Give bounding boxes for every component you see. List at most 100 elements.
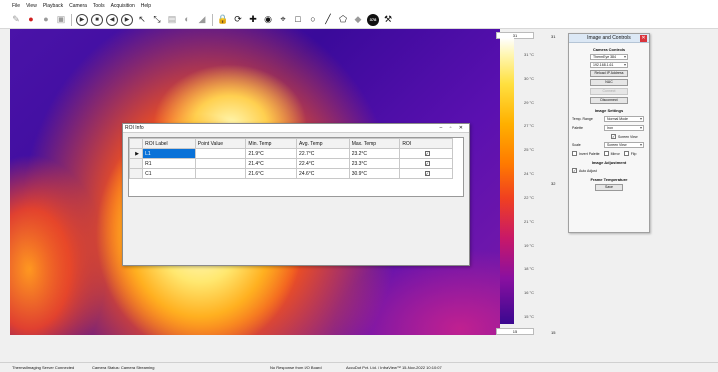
max-temp-cell: 23.2°C	[349, 149, 400, 159]
row-selector[interactable]	[130, 169, 143, 179]
lock-icon[interactable]: 🔒	[217, 14, 229, 26]
invert-palette-checkbox[interactable]	[572, 151, 577, 156]
temp-range-row: Temp. Range Normal Mode	[569, 116, 649, 122]
play-icon[interactable]: ▶	[76, 14, 88, 26]
flip-label: Flip	[631, 152, 637, 156]
tools-icon[interactable]: ⚒	[382, 14, 394, 26]
copyright-info: AccuDot Pvt. Ltd. / InfraView™ 15-Nov-20…	[346, 363, 442, 372]
reload-ip-button[interactable]: Reload IP Address	[590, 70, 628, 77]
camera-model-select[interactable]: ThermEye 384	[590, 54, 628, 60]
forward-icon[interactable]: ▶	[121, 14, 133, 26]
roi-info-titlebar[interactable]: ROI Info – ▫ ✕	[123, 124, 469, 133]
colorbar-tick-label: 22 °C	[524, 195, 534, 200]
row-header-corner	[130, 139, 143, 149]
colorbar-min-field[interactable]: 15	[496, 328, 534, 335]
move-icon[interactable]: ✚	[247, 14, 259, 26]
menu-camera[interactable]: Camera	[69, 3, 87, 9]
temperature-badge-icon[interactable]: 378	[367, 14, 379, 26]
histogram-icon[interactable]: ◢	[196, 14, 208, 26]
record-icon[interactable]: ●	[25, 14, 37, 26]
camera-status: Camera Status: Camera Streaming	[92, 363, 154, 372]
panel-title: Image and Controls ✕	[569, 34, 649, 43]
polygon-roi-icon[interactable]: ⬠	[337, 14, 349, 26]
snapshot-icon[interactable]: ▣	[55, 14, 67, 26]
menu-bar: File View Playback Camera Tools Acquisit…	[0, 0, 718, 11]
point-value-cell[interactable]	[195, 159, 246, 169]
status-bar: ThermalImaging Server Connected Camera S…	[0, 362, 718, 372]
col-roi[interactable]: ROI	[400, 139, 453, 149]
panel-title-text: Image and Controls	[587, 35, 631, 41]
stop-icon[interactable]: ■	[91, 14, 103, 26]
roi-table: ROI Label Point Value Min. Temp Avg. Tem…	[129, 138, 453, 179]
connect-button[interactable]: Connect	[590, 88, 628, 95]
image-icon[interactable]: ▤	[166, 14, 178, 26]
crosshair-icon[interactable]: ⌖	[277, 14, 289, 26]
diamond-icon[interactable]: ◆	[352, 14, 364, 26]
table-row[interactable]: R1 21.4°C 22.4°C 23.3°C ✓	[130, 159, 453, 169]
colorbar-tick-label: 21 °C	[524, 219, 534, 224]
image-controls-panel: Image and Controls ✕ Camera Controls The…	[568, 33, 650, 233]
rectangle-roi-icon[interactable]: □	[292, 14, 304, 26]
open-icon[interactable]: ✎	[10, 14, 22, 26]
col-roi-label[interactable]: ROI Label	[143, 139, 196, 149]
roi-visible-checkbox[interactable]: ✓	[425, 151, 430, 156]
menu-playback[interactable]: Playback	[43, 3, 63, 9]
min-temp-cell: 21.4°C	[246, 159, 297, 169]
cursor-temperature-value: 32	[551, 181, 555, 186]
stop-record-icon[interactable]: ●	[40, 14, 52, 26]
colorbar-tick-label: 19 °C	[524, 243, 534, 248]
disconnect-button[interactable]: Disconnect	[590, 97, 628, 104]
palette-select[interactable]: Iron	[604, 125, 644, 131]
table-row[interactable]: ▶ L1 21.9°C 22.7°C 23.2°C ✓	[130, 149, 453, 159]
mirror-checkbox[interactable]	[604, 151, 609, 156]
rewind-icon[interactable]: ◀	[106, 14, 118, 26]
menu-view[interactable]: View	[26, 3, 37, 9]
camera-controls-heading: Camera Controls	[569, 47, 649, 52]
toolbar-separator	[212, 14, 213, 26]
menu-file[interactable]: File	[12, 3, 20, 9]
roi-label-cell[interactable]: R1	[143, 159, 196, 169]
table-row[interactable]: C1 21.6°C 24.6°C 30.9°C ✓	[130, 169, 453, 179]
screen-view-checkbox[interactable]	[611, 134, 616, 139]
circle-roi-icon[interactable]: ○	[307, 14, 319, 26]
save-button[interactable]: Save	[595, 184, 623, 191]
row-selector[interactable]	[130, 159, 143, 169]
roi-label-cell[interactable]: C1	[143, 169, 196, 179]
roi-table-container: ROI Label Point Value Min. Temp Avg. Tem…	[128, 137, 464, 197]
close-icon[interactable]: ✕	[640, 35, 647, 42]
roi-table-header-row: ROI Label Point Value Min. Temp Avg. Tem…	[130, 139, 453, 149]
menu-help[interactable]: Help	[141, 3, 151, 9]
nuc-button[interactable]: NUC	[590, 79, 628, 86]
refresh-icon[interactable]: ⟳	[232, 14, 244, 26]
roi-visible-checkbox[interactable]: ✓	[425, 161, 430, 166]
scale-select[interactable]: Screen View	[604, 142, 644, 148]
scale-row: Scale Screen View	[569, 142, 649, 148]
flip-checkbox[interactable]	[624, 151, 629, 156]
palette-icon[interactable]: ◐	[181, 14, 193, 26]
avg-temp-cell: 22.7°C	[297, 149, 350, 159]
col-avg-temp[interactable]: Avg. Temp	[297, 139, 350, 149]
line-roi-icon[interactable]: ╱	[322, 14, 334, 26]
point-value-cell[interactable]	[195, 169, 246, 179]
window-controls-icon[interactable]: – ▫ ✕	[439, 124, 466, 133]
colorbar-tick-label: 25 °C	[524, 147, 534, 152]
menu-tools[interactable]: Tools	[93, 3, 105, 9]
point-value-cell[interactable]	[195, 149, 246, 159]
roi-visible-checkbox[interactable]: ✓	[425, 171, 430, 176]
menu-acquisition[interactable]: Acquisition	[111, 3, 135, 9]
roi-label-cell[interactable]: L1	[143, 149, 196, 159]
pointer-icon[interactable]: ↖	[136, 14, 148, 26]
temp-range-select[interactable]: Normal Mode	[604, 116, 644, 122]
max-temp-cell: 23.3°C	[349, 159, 400, 169]
avg-temp-cell: 24.6°C	[297, 169, 350, 179]
col-min-temp[interactable]: Min. Temp	[246, 139, 297, 149]
io-board-status: No Response from I/O Board	[270, 363, 322, 372]
row-selector-icon[interactable]: ▶	[130, 149, 143, 159]
line-select-icon[interactable]: ⤡	[151, 14, 163, 26]
col-point-value[interactable]: Point Value	[195, 139, 246, 149]
eye-icon[interactable]: ◉	[262, 14, 274, 26]
ip-address-select[interactable]: 192.168.1.61	[590, 62, 628, 68]
col-max-temp[interactable]: Max. Temp	[349, 139, 400, 149]
flip-item: Flip	[624, 151, 637, 156]
auto-adjust-checkbox[interactable]	[572, 168, 577, 173]
